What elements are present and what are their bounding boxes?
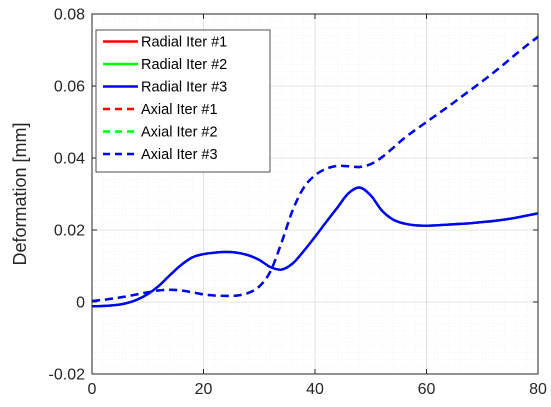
y-tick-label: 0.02 (54, 223, 85, 240)
x-tick-label: 0 (88, 381, 97, 398)
y-tick-label: 0.08 (54, 7, 85, 24)
y-tick-label: 0.04 (54, 151, 85, 168)
series-layer (91, 35, 539, 308)
x-axis-tick-labels: 0 20 40 60 80 (88, 381, 547, 398)
y-tick-label: 0.06 (54, 79, 85, 96)
legend: Radial Iter #1 Radial Iter #2 Radial Iter … (95, 29, 271, 173)
y-axis-tick-labels: -0.02 0 0.02 0.04 0.06 0.08 (49, 7, 86, 384)
series-line-axial-iter-3 (91, 36, 539, 303)
legend-label-radial-iter-3: Radial Iter #3 (141, 80, 227, 96)
legend-label-axial-iter-2: Axial Iter #2 (141, 125, 218, 141)
y-tick-label: -0.02 (49, 367, 86, 384)
x-tick-label: 80 (529, 381, 547, 398)
series-line-radial-iter-3 (91, 186, 539, 308)
legend-label-radial-iter-1: Radial Iter #1 (141, 35, 227, 51)
y-axis-title: Deformation [mm] (10, 122, 30, 265)
legend-label-axial-iter-1: Axial Iter #1 (141, 102, 218, 118)
x-tick-label: 60 (418, 381, 436, 398)
y-tick-label: 0 (76, 295, 85, 312)
x-tick-label: 40 (306, 381, 324, 398)
legend-label-radial-iter-2: Radial Iter #2 (141, 57, 227, 73)
legend-box (95, 29, 271, 173)
legend-label-axial-iter-3: Axial Iter #3 (141, 147, 218, 163)
x-tick-label: 20 (195, 381, 213, 398)
axis-ticks (91, 13, 539, 375)
